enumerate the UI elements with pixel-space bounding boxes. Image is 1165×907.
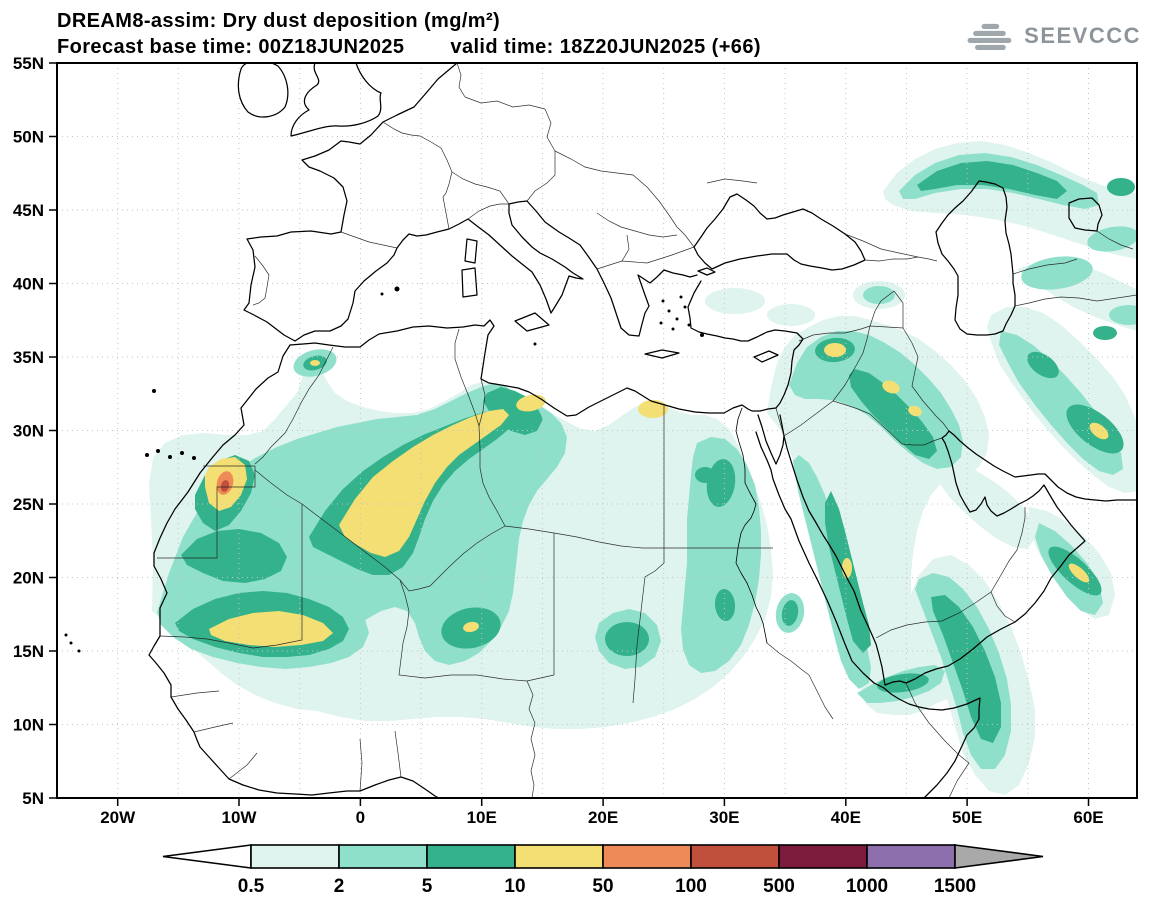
x-axis-labels: 20W 10W 0 10E 20E 30E 40E 50E 60E (100, 808, 1103, 827)
colorbar-label: 1500 (934, 876, 976, 897)
axis-ticks (49, 62, 1090, 806)
y-tick-label: 45N (13, 201, 44, 220)
colorbar-segment (514, 844, 604, 869)
seevccc-logo: SEEVCCC (961, 18, 1141, 54)
graticule (57, 63, 1137, 798)
x-tick-label: 60E (1073, 808, 1103, 827)
y-tick-label: 30N (13, 422, 44, 441)
colorbar-label: 5 (422, 876, 433, 897)
y-axis-labels: 55N 50N 45N 40N 35N 30N 25N 20N 15N 10N … (13, 54, 44, 808)
colorbar-label: 50 (592, 876, 613, 897)
forecast-base-time: Forecast base time: 00Z18JUN2025 (57, 36, 405, 58)
y-tick-label: 55N (13, 54, 44, 73)
x-tick-label: 10W (222, 808, 258, 827)
figure-header: DREAM8-assim: Dry dust deposition (mg/m²… (57, 8, 761, 60)
colorbar: 0.5 2 5 10 50 100 500 1000 1500 (162, 844, 1044, 897)
colorbar-label: 100 (675, 876, 707, 897)
x-tick-label: 0 (356, 808, 365, 827)
dust-shading-level4 (205, 343, 1109, 647)
x-tick-label: 20W (100, 808, 136, 827)
y-tick-label: 10N (13, 716, 44, 735)
x-tick-label: 30E (709, 808, 739, 827)
map-title: DREAM8-assim: Dry dust deposition (mg/m²… (57, 10, 501, 32)
colorbar-segment (602, 844, 692, 869)
x-tick-label: 50E (952, 808, 982, 827)
x-tick-label: 20E (588, 808, 618, 827)
islands (64, 286, 704, 653)
y-tick-label: 15N (13, 642, 44, 661)
colorbar-label: 0.5 (238, 876, 265, 897)
y-tick-label: 5N (22, 789, 44, 808)
x-tick-label: 10E (467, 808, 497, 827)
colorbar-overflow-arrow (954, 844, 1044, 869)
x-tick-label: 40E (831, 808, 861, 827)
y-tick-label: 25N (13, 495, 44, 514)
colorbar-segment (866, 844, 956, 869)
country-borders (157, 63, 1137, 798)
colorbar-label: 500 (763, 876, 795, 897)
colorbar-label: 2 (334, 876, 345, 897)
logo-text: SEEVCCC (1024, 23, 1141, 48)
cloud-icon (967, 23, 1012, 50)
colorbar-underflow-arrow (162, 844, 252, 869)
y-tick-label: 40N (13, 275, 44, 294)
y-tick-label: 35N (13, 348, 44, 367)
colorbar-segment (778, 844, 868, 869)
map-subtitle: Forecast base time: 00Z18JUN2025 valid ti… (57, 34, 761, 60)
colorbar-label: 1000 (846, 876, 888, 897)
dust-shading-level6 (220, 480, 230, 492)
colorbar-segment (338, 844, 428, 869)
coastlines (148, 63, 1137, 798)
colorbar-label: 10 (504, 876, 525, 897)
y-tick-label: 20N (13, 569, 44, 588)
y-tick-label: 50N (13, 128, 44, 147)
colorbar-segment (426, 844, 516, 869)
valid-time: valid time: 18Z20JUN2025 (+66) (450, 36, 761, 58)
colorbar-segment (250, 844, 340, 869)
colorbar-segment (690, 844, 780, 869)
